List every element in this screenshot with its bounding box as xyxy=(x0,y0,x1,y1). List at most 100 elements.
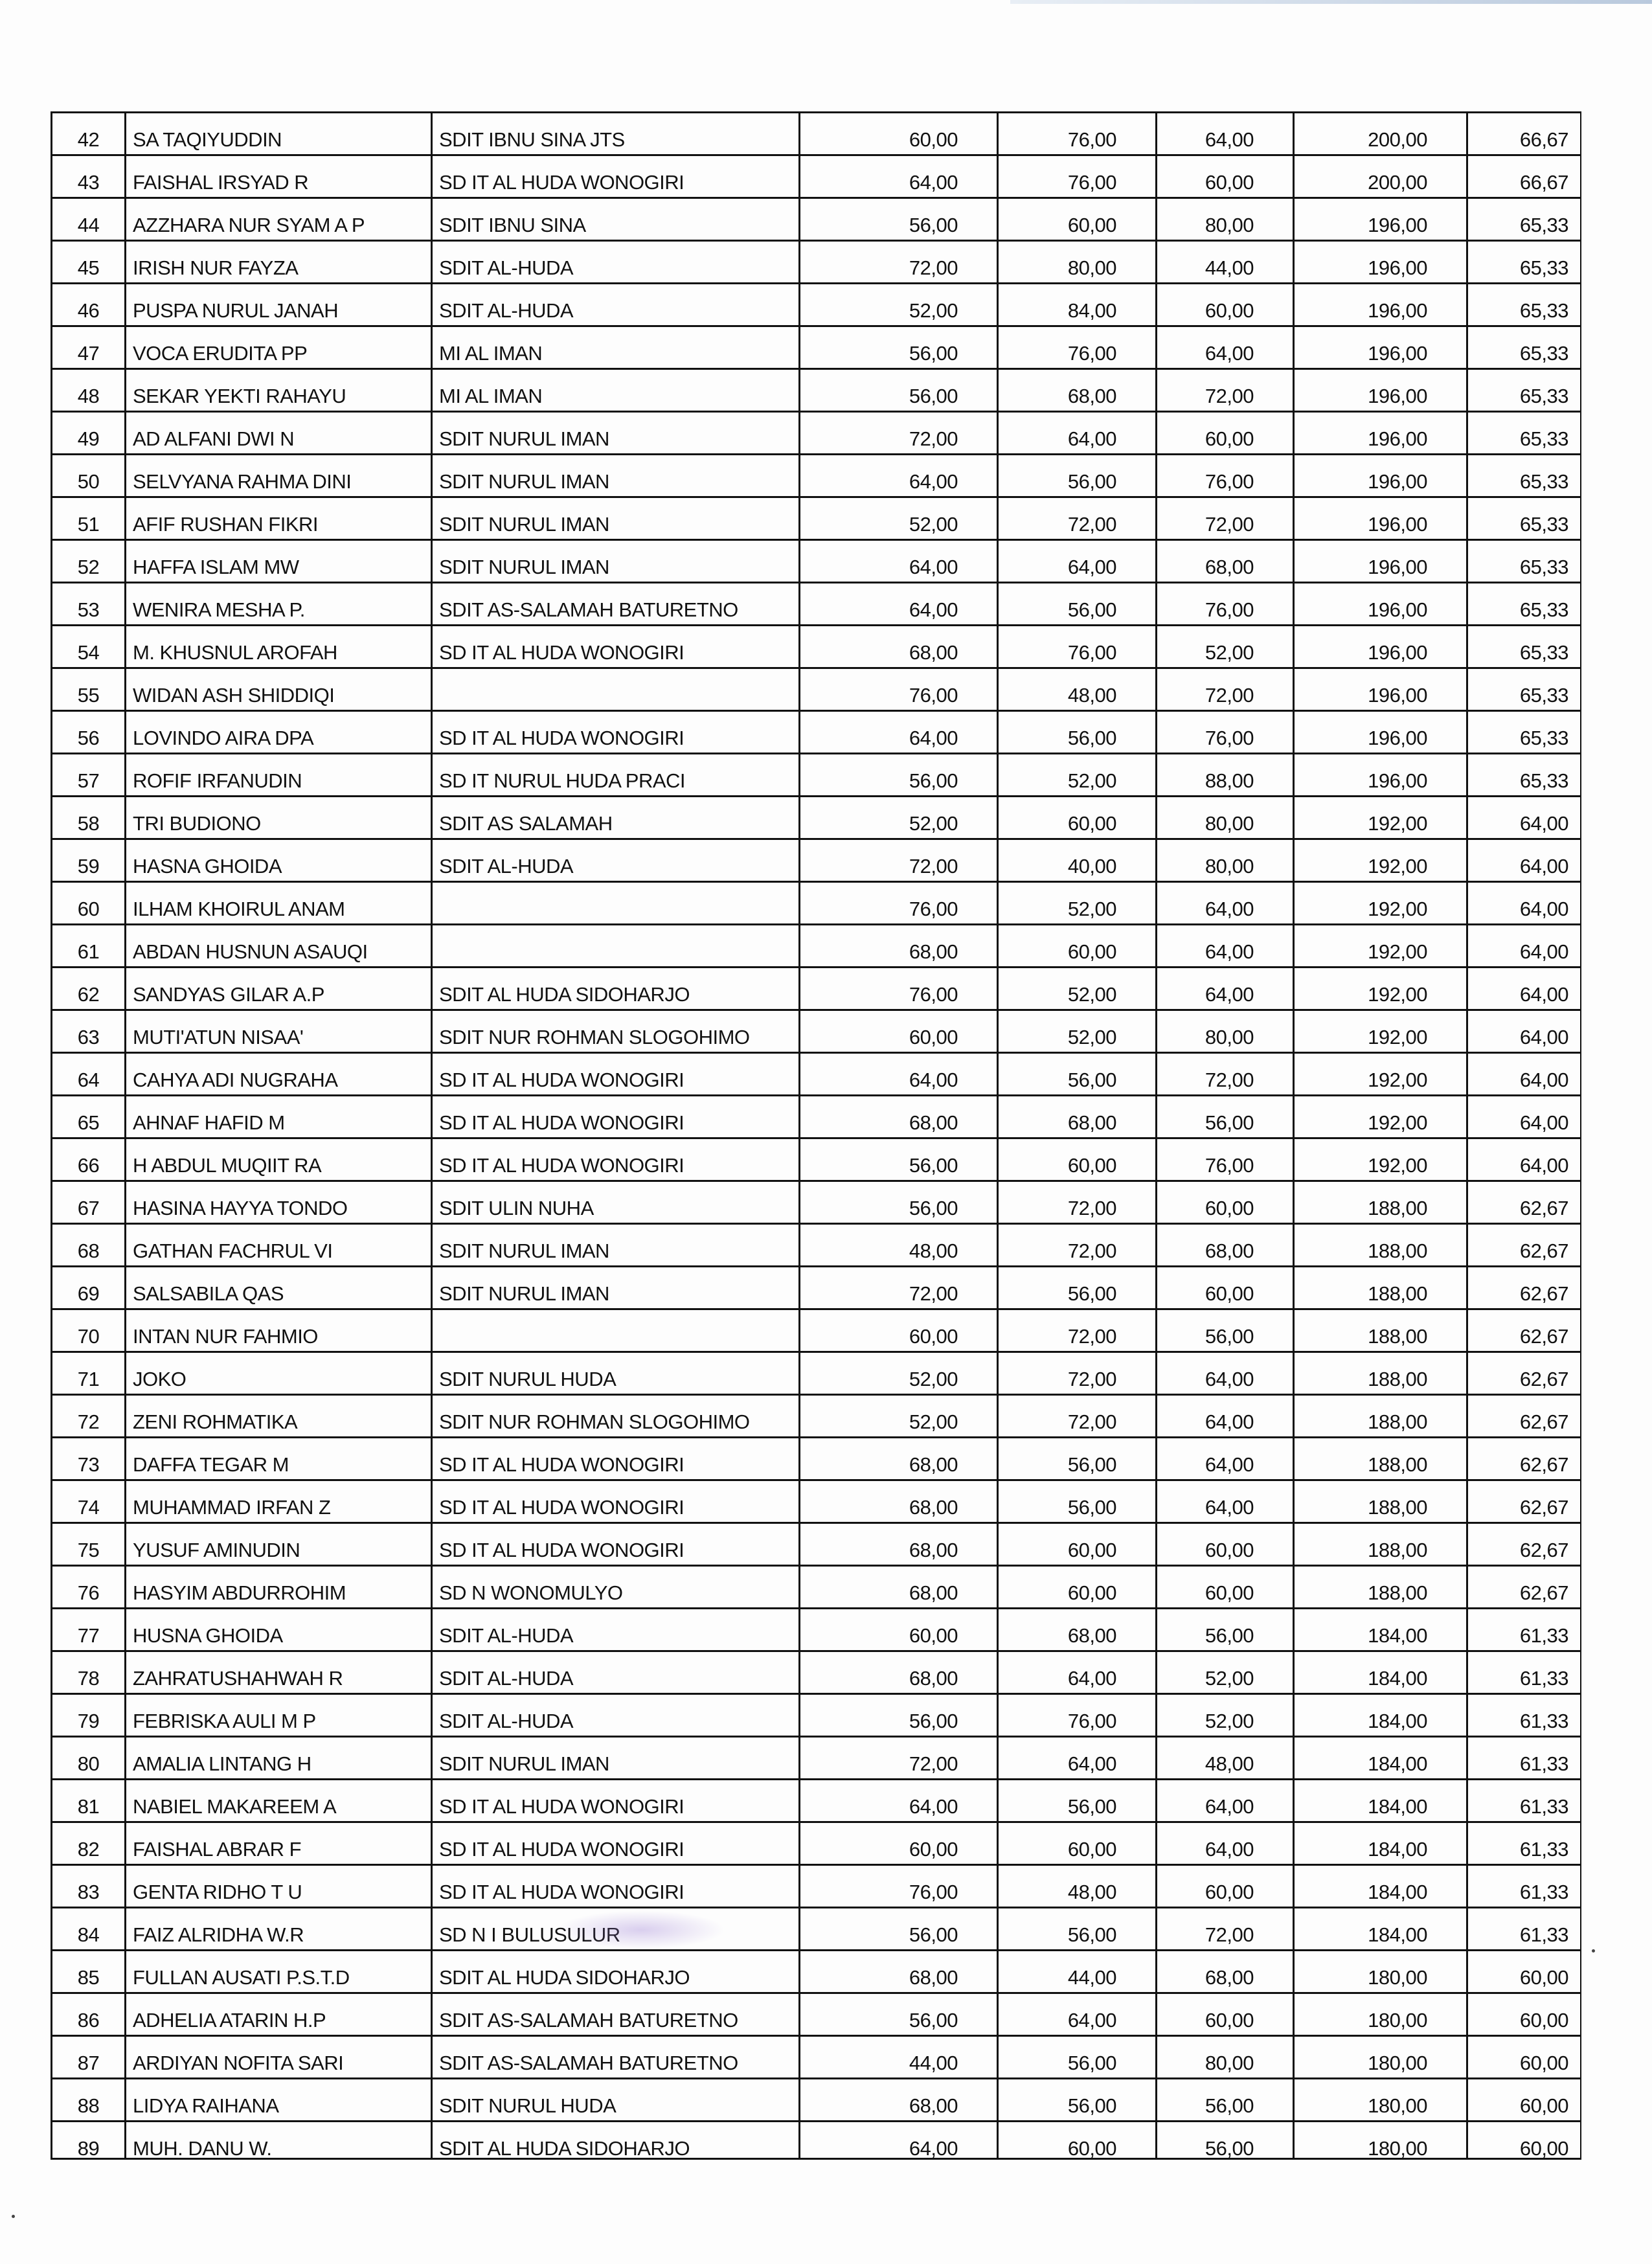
score-3: 60,00 xyxy=(1155,1265,1295,1310)
score-1: 68,00 xyxy=(798,1949,999,1994)
school-name: SDIT NURUL IMAN xyxy=(431,1223,800,1267)
row-number: 52 xyxy=(51,539,126,583)
school-name: SDIT NURUL IMAN xyxy=(431,539,800,583)
table-row: 83 GENTA RIDHO T U SD IT AL HUDA WONOGIRI 7… xyxy=(51,1864,1581,1908)
student-name: AFIF RUSHAN FIKRI xyxy=(124,496,433,541)
score-1: 56,00 xyxy=(798,1693,999,1738)
score-3: 68,00 xyxy=(1155,1223,1295,1267)
school-name: SDIT NURUL IMAN xyxy=(431,453,800,498)
score-3: 72,00 xyxy=(1155,667,1295,712)
score-1: 64,00 xyxy=(798,710,999,754)
total-score: 188,00 xyxy=(1293,1522,1468,1567)
table-row: 52 HAFFA ISLAM MW SDIT NURUL IMAN 64,00 64,0… xyxy=(51,539,1581,583)
row-number: 78 xyxy=(51,1650,126,1695)
score-1: 64,00 xyxy=(798,1052,999,1096)
score-1: 56,00 xyxy=(798,1137,999,1182)
average-score: 65,33 xyxy=(1466,582,1581,626)
average-score: 62,67 xyxy=(1466,1565,1581,1609)
average-score: 65,33 xyxy=(1466,240,1581,284)
score-3: 72,00 xyxy=(1155,1052,1295,1096)
table-row: 81 NABIEL MAKAREEM A SD IT AL HUDA WONOGIR… xyxy=(51,1778,1581,1823)
table-row: 87 ARDIYAN NOFITA SARI SDIT AS-SALAMAH BAT… xyxy=(51,2035,1581,2079)
score-2: 60,00 xyxy=(997,2120,1157,2158)
score-1: 60,00 xyxy=(798,1607,999,1652)
table-row: 45 IRISH NUR FAYZA SDIT AL-HUDA 72,00 80,00 4… xyxy=(51,240,1581,284)
score-1: 76,00 xyxy=(798,881,999,925)
table-row: 46 PUSPA NURUL JANAH SDIT AL-HUDA 52,00 84,0… xyxy=(51,282,1581,327)
school-name: SDIT AS SALAMAH xyxy=(431,795,800,840)
table-row: 71 JOKO SDIT NURUL HUDA 52,00 72,00 64,00 188,… xyxy=(51,1351,1581,1396)
score-2: 76,00 xyxy=(997,325,1157,370)
score-3: 68,00 xyxy=(1155,539,1295,583)
table-row: 76 HASYIM ABDURROHIM SD N WONOMULYO 68,00 60… xyxy=(51,1565,1581,1609)
student-name: MUTI'ATUN NISAA' xyxy=(124,1009,433,1054)
score-2: 64,00 xyxy=(997,1736,1157,1780)
score-1: 52,00 xyxy=(798,1351,999,1396)
total-score: 192,00 xyxy=(1293,795,1468,840)
total-score: 192,00 xyxy=(1293,923,1468,968)
row-number: 60 xyxy=(51,881,126,925)
score-2: 64,00 xyxy=(997,1650,1157,1695)
average-score: 64,00 xyxy=(1466,838,1581,883)
school-name: SDIT AS-SALAMAH BATURETNO xyxy=(431,2035,800,2079)
score-2: 56,00 xyxy=(997,1907,1157,1951)
table-row: 53 WENIRA MESHA P. SDIT AS-SALAMAH BATURET… xyxy=(51,582,1581,626)
total-score: 200,00 xyxy=(1293,154,1468,199)
average-score: 62,67 xyxy=(1466,1308,1581,1353)
total-score: 196,00 xyxy=(1293,453,1468,498)
total-score: 188,00 xyxy=(1293,1351,1468,1396)
score-3: 88,00 xyxy=(1155,753,1295,797)
score-3: 64,00 xyxy=(1155,881,1295,925)
score-3: 60,00 xyxy=(1155,154,1295,199)
student-name: SEKAR YEKTI RAHAYU xyxy=(124,368,433,413)
row-number: 84 xyxy=(51,1907,126,1951)
row-number: 82 xyxy=(51,1821,126,1866)
student-name: SANDYAS GILAR A.P xyxy=(124,966,433,1011)
student-name: SA TAQIYUDDIN xyxy=(124,111,433,156)
score-2: 76,00 xyxy=(997,1693,1157,1738)
score-1: 52,00 xyxy=(798,795,999,840)
score-3: 72,00 xyxy=(1155,496,1295,541)
average-score: 61,33 xyxy=(1466,1607,1581,1652)
school-name: SD IT AL HUDA WONOGIRI xyxy=(431,1778,800,1823)
table-row: 70 INTAN NUR FAHMIO 60,00 72,00 56,00 188,00 6… xyxy=(51,1308,1581,1353)
school-name xyxy=(431,1308,800,1353)
student-name: JOKO xyxy=(124,1351,433,1396)
score-1: 60,00 xyxy=(798,111,999,156)
average-score: 65,33 xyxy=(1466,368,1581,413)
row-number: 70 xyxy=(51,1308,126,1353)
school-name: SD IT AL HUDA WONOGIRI xyxy=(431,1137,800,1182)
total-score: 188,00 xyxy=(1293,1223,1468,1267)
row-number: 53 xyxy=(51,582,126,626)
total-score: 184,00 xyxy=(1293,1907,1468,1951)
table-row: 57 ROFIF IRFANUDIN SD IT NURUL HUDA PRACI 5… xyxy=(51,753,1581,797)
score-3: 60,00 xyxy=(1155,1864,1295,1908)
row-number: 80 xyxy=(51,1736,126,1780)
table-row: 47 VOCA ERUDITA PP MI AL IMAN 56,00 76,00 64,… xyxy=(51,325,1581,370)
score-2: 60,00 xyxy=(997,197,1157,242)
row-number: 83 xyxy=(51,1864,126,1908)
total-score: 184,00 xyxy=(1293,1693,1468,1738)
total-score: 188,00 xyxy=(1293,1308,1468,1353)
student-name: WIDAN ASH SHIDDIQI xyxy=(124,667,433,712)
table-row: 51 AFIF RUSHAN FIKRI SDIT NURUL IMAN 52,00 7… xyxy=(51,496,1581,541)
table-row: 65 AHNAF HAFID M SD IT AL HUDA WONOGIRI 68,… xyxy=(51,1094,1581,1139)
score-1: 68,00 xyxy=(798,624,999,669)
score-3: 64,00 xyxy=(1155,1778,1295,1823)
score-2: 44,00 xyxy=(997,1949,1157,1994)
score-2: 56,00 xyxy=(997,1436,1157,1481)
table-row: 56 LOVINDO AIRA DPA SD IT AL HUDA WONOGIRI… xyxy=(51,710,1581,754)
score-1: 68,00 xyxy=(798,1479,999,1524)
score-1: 76,00 xyxy=(798,966,999,1011)
row-number: 72 xyxy=(51,1394,126,1438)
row-number: 87 xyxy=(51,2035,126,2079)
total-score: 196,00 xyxy=(1293,753,1468,797)
score-1: 56,00 xyxy=(798,197,999,242)
table-row: 73 DAFFA TEGAR M SD IT AL HUDA WONOGIRI 68,… xyxy=(51,1436,1581,1481)
row-number: 68 xyxy=(51,1223,126,1267)
table-row: 74 MUHAMMAD IRFAN Z SD IT AL HUDA WONOGIRI… xyxy=(51,1479,1581,1524)
total-score: 196,00 xyxy=(1293,496,1468,541)
school-name xyxy=(431,923,800,968)
score-2: 72,00 xyxy=(997,496,1157,541)
